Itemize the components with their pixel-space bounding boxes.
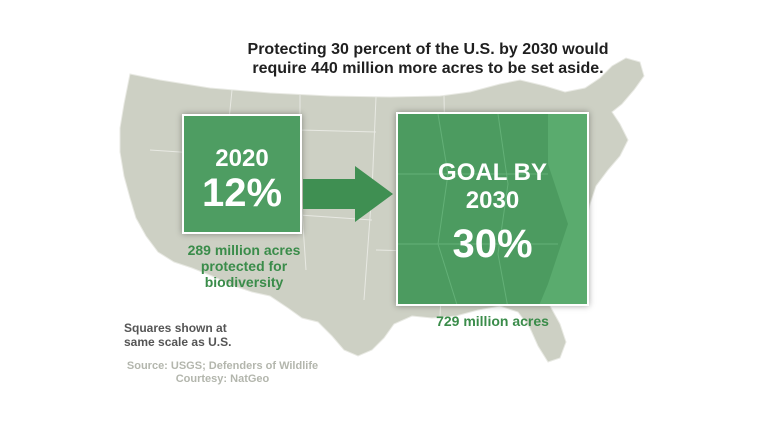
caption-2020: 289 million acres protected for biodiver… bbox=[164, 242, 324, 290]
box-2020-year: 2020 bbox=[215, 145, 269, 172]
caption-2020-line-1: 289 million acres bbox=[187, 242, 301, 258]
headline-line-1: Protecting 30 percent of the U.S. by 203… bbox=[247, 41, 609, 58]
eastern-us-relief bbox=[398, 114, 587, 304]
caption-2020-line-3: biodiversity bbox=[204, 274, 284, 290]
box-2030-year: 2030 bbox=[465, 187, 520, 214]
scale-note-line-2: same scale as U.S. bbox=[124, 335, 232, 349]
box-2030-percent: 30% bbox=[452, 222, 533, 266]
scale-note: Squares shown at same scale as U.S. bbox=[124, 321, 254, 349]
box-2020-percent: 12% bbox=[201, 171, 283, 215]
caption-2030: 729 million acres bbox=[436, 313, 549, 329]
source-credit: Source: USGS; Defenders of Wildlife Cour… bbox=[120, 360, 325, 386]
source-line: Source: USGS; Defenders of Wildlife bbox=[126, 360, 319, 372]
box-2020: 2020 12% bbox=[182, 114, 302, 234]
courtesy-line: Courtesy: NatGeo bbox=[175, 373, 270, 385]
headline: Protecting 30 percent of the U.S. by 203… bbox=[228, 40, 628, 78]
headline-line-2: require 440 million more acres to be set… bbox=[252, 60, 604, 77]
scale-note-line-1: Squares shown at bbox=[124, 321, 227, 335]
box-2030: GOAL BY 2030 30% bbox=[396, 112, 589, 306]
right-arrow-icon bbox=[303, 166, 393, 222]
caption-2020-line-2: protected for bbox=[200, 258, 288, 274]
box-2030-goal-label: GOAL BY bbox=[438, 159, 547, 186]
